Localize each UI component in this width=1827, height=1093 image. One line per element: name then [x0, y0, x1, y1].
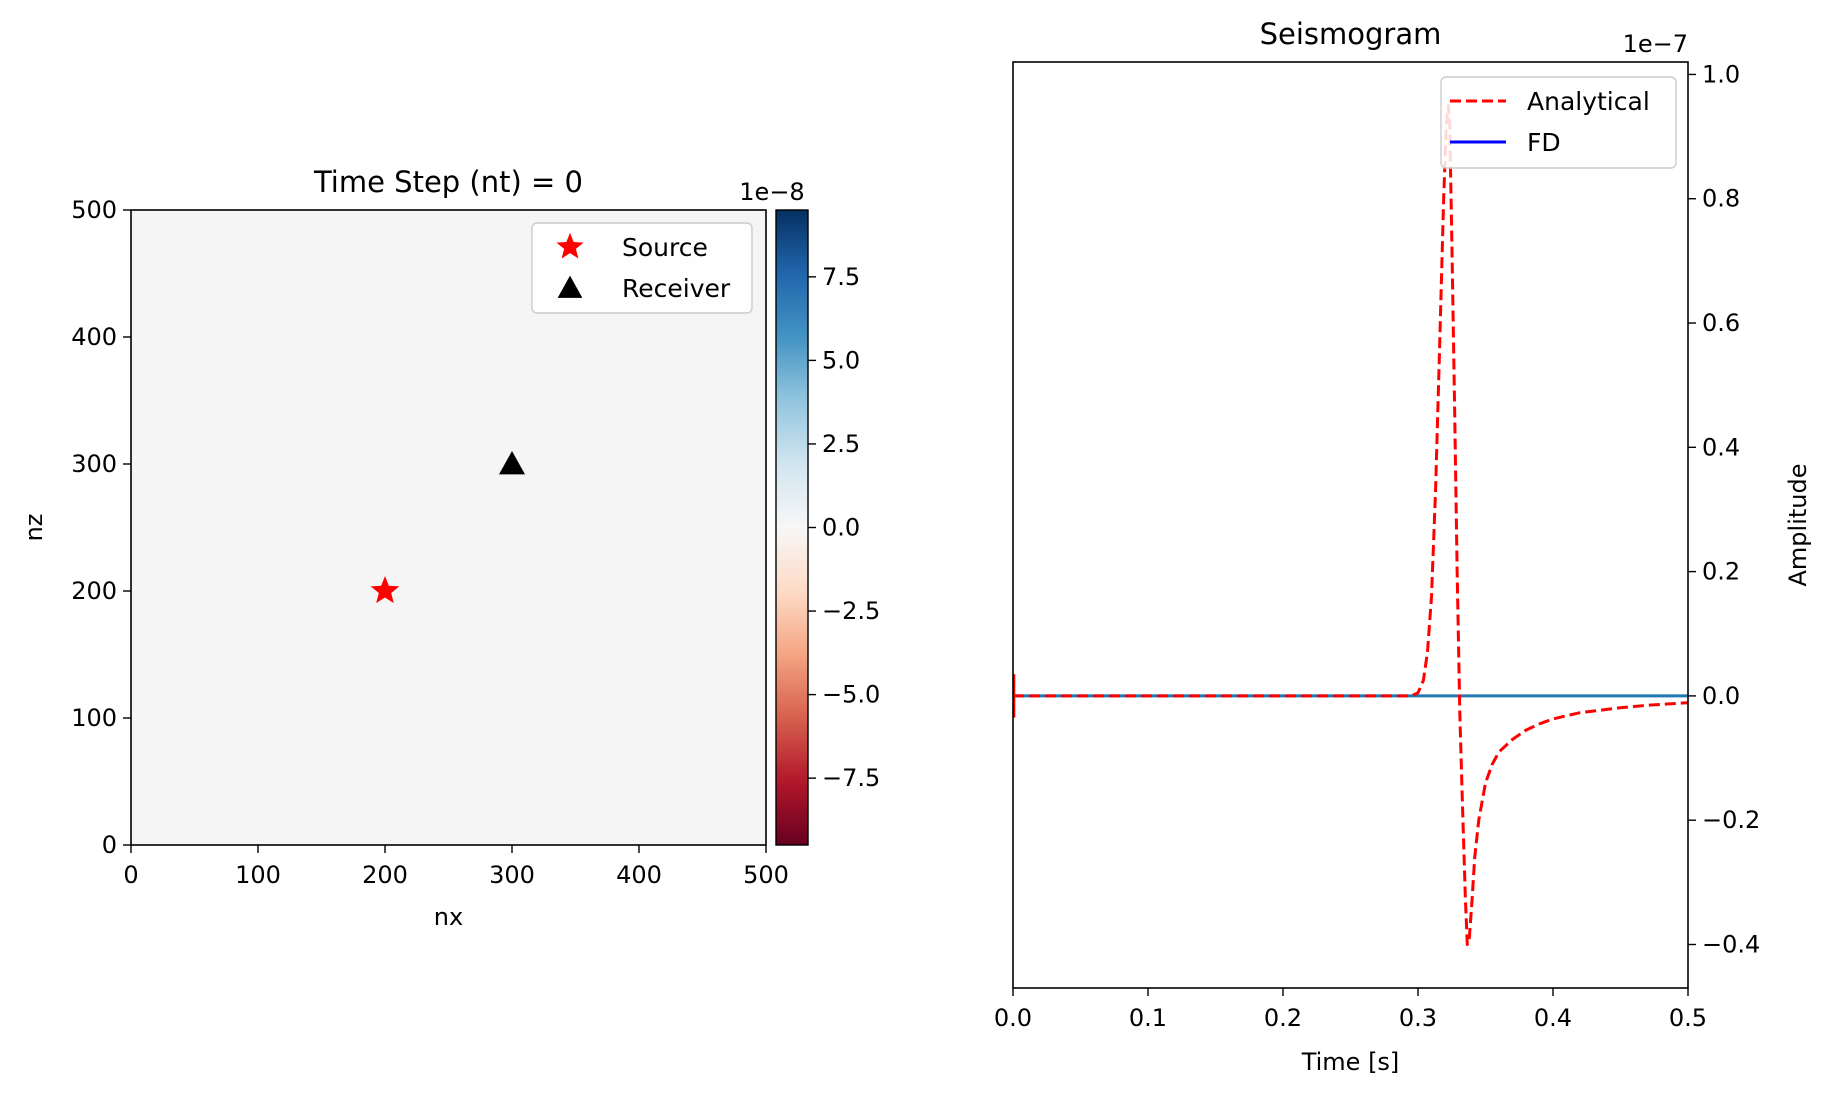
y-tick-label: 100	[71, 704, 117, 732]
x-tick-label: 300	[489, 861, 535, 889]
y-tick-label: 1.0	[1702, 60, 1740, 88]
wavefield-frame	[130, 209, 767, 846]
y-tick-label: 0.4	[1702, 433, 1740, 461]
wavefield-x-ticks: 0 100 200 300 400 500	[123, 845, 789, 889]
colorbar-gradient	[775, 209, 809, 846]
colorbar-multiplier: 1e−8	[739, 178, 804, 206]
y-tick-label: 0.8	[1702, 185, 1740, 213]
y-tick-label: 0.6	[1702, 309, 1740, 337]
x-tick-label: 400	[616, 861, 662, 889]
x-tick-label: 0.3	[1399, 1004, 1437, 1032]
x-tick-label: 0	[123, 861, 138, 889]
wavefield-legend: Source Receiver	[531, 222, 753, 314]
y-tick-label: 500	[71, 196, 117, 224]
legend-entry-label: Source	[622, 233, 708, 262]
seismogram-x-label: Time [s]	[1301, 1048, 1400, 1076]
seismogram-legend: Analytical FD	[1440, 76, 1677, 169]
analytical-series-line	[1013, 104, 1689, 946]
seismogram-frame	[1012, 61, 1689, 989]
colorbar-tick-label: −5.0	[822, 681, 880, 709]
x-tick-label: 0.5	[1669, 1004, 1707, 1032]
wavefield-title: Time Step (nt) = 0	[313, 165, 583, 199]
x-tick-label: 0.2	[1264, 1004, 1302, 1032]
seismogram-title: Seismogram	[1260, 17, 1442, 51]
x-tick-label: 0.4	[1534, 1004, 1572, 1032]
legend-entry-label: FD	[1527, 128, 1561, 157]
x-tick-label: 500	[743, 861, 789, 889]
wavefield-markers	[370, 451, 525, 604]
wavefield-x-label: nx	[434, 903, 463, 931]
seismogram-panel: Seismogram 0.0 0.1 0.2 0.3 0.4 0.5 1.0 0.8 0.6 0…	[994, 17, 1812, 1076]
x-tick-label: 0.1	[1129, 1004, 1167, 1032]
y-tick-label: −0.2	[1702, 806, 1760, 834]
y-tick-label: −0.4	[1702, 930, 1760, 958]
legend-box	[531, 222, 753, 314]
colorbar-tick-label: −7.5	[822, 764, 880, 792]
receiver-triangle-marker	[557, 275, 583, 298]
seismogram-y-multiplier: 1e−7	[1623, 30, 1688, 58]
y-tick-label: 0.2	[1702, 558, 1740, 586]
seismogram-x-ticks: 0.0 0.1 0.2 0.3 0.4 0.5	[994, 988, 1707, 1032]
legend-entry-label: Analytical	[1527, 87, 1650, 116]
y-tick-label: 0.0	[1702, 682, 1740, 710]
x-tick-label: 0.0	[994, 1004, 1032, 1032]
seismogram-y-label: Amplitude	[1784, 464, 1812, 587]
colorbar: 1e−8 7.5 5.0 2.5 0.0 −2.5 −5.0 −7.5	[739, 178, 880, 846]
y-tick-label: 300	[71, 450, 117, 478]
source-star-marker	[370, 576, 400, 604]
seismogram-y-ticks: 1.0 0.8 0.6 0.4 0.2 0.0 −0.2 −0.4	[1688, 60, 1760, 958]
seismogram-series	[1012, 104, 1689, 946]
x-tick-label: 100	[235, 861, 281, 889]
y-tick-label: 200	[71, 577, 117, 605]
wavefield-y-ticks: 0 100 200 300 400 500	[71, 196, 131, 859]
wavefield-image	[131, 210, 766, 845]
source-star-marker	[556, 232, 584, 259]
wavefield-panel: Time Step (nt) = 0 0 100 200 300 400 500 0 100…	[20, 165, 789, 931]
colorbar-ticks: 7.5 5.0 2.5 0.0 −2.5 −5.0 −7.5	[808, 263, 880, 792]
y-tick-label: 400	[71, 323, 117, 351]
colorbar-tick-label: 2.5	[822, 430, 860, 458]
wavefield-y-label: nz	[20, 514, 48, 542]
colorbar-tick-label: 7.5	[822, 263, 860, 291]
colorbar-tick-label: −2.5	[822, 597, 880, 625]
colorbar-tick-label: 0.0	[822, 514, 860, 542]
legend-entry-label: Receiver	[622, 274, 731, 303]
x-tick-label: 200	[362, 861, 408, 889]
y-tick-label: 0	[102, 831, 117, 859]
receiver-triangle-marker	[499, 451, 525, 475]
colorbar-tick-label: 5.0	[822, 346, 860, 374]
